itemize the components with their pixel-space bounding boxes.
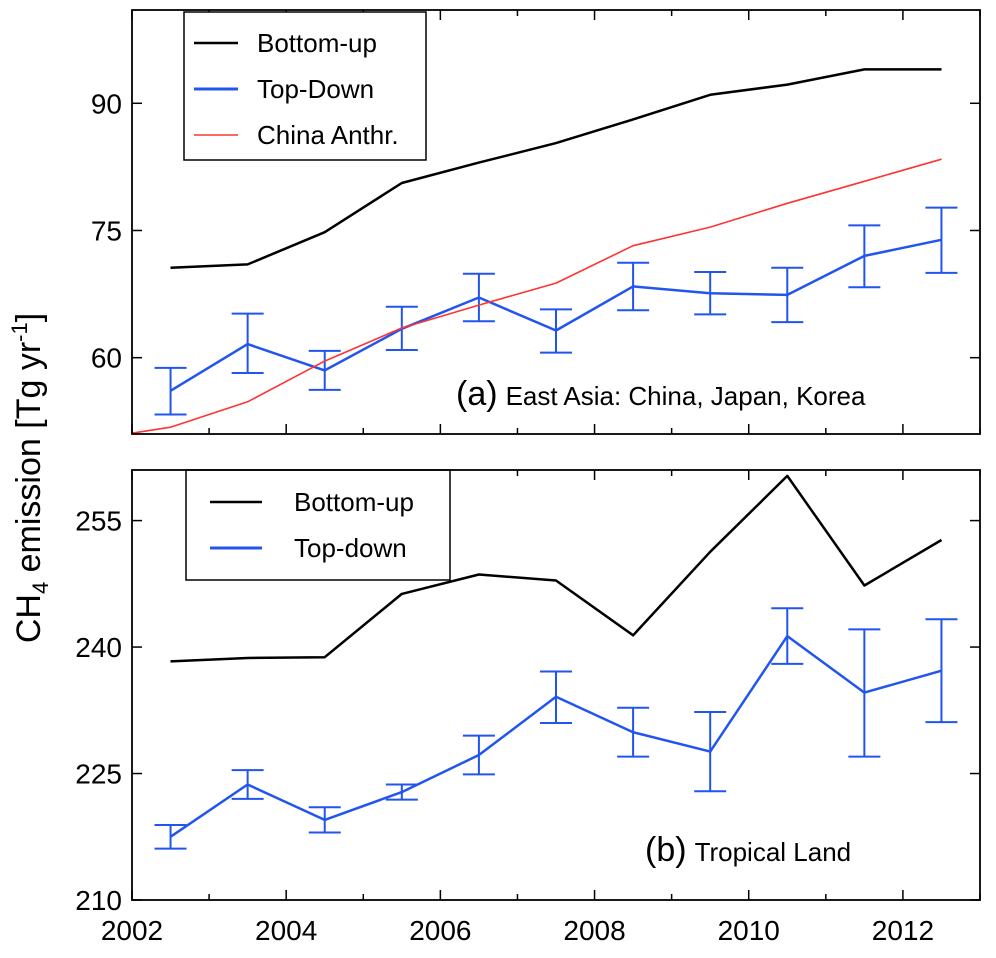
- ylabel-close: ]: [10, 313, 48, 322]
- panel-b-legend-label-bottom-up: Bottom-up: [294, 487, 414, 517]
- panel-b-series-top-down-error-bar: [617, 706, 650, 758]
- panel-a-legend-label-bottom-up: Bottom-up: [257, 28, 377, 58]
- panel-b-ytick-label: 240: [75, 632, 122, 663]
- panel-a-annotation: (a) East Asia: China, Japan, Korea: [456, 375, 866, 413]
- panel-b-series-top-down-error-bar: [231, 769, 264, 800]
- panel-b-ytick-label: 210: [75, 885, 122, 916]
- panel-b-frame: [131, 469, 981, 901]
- panel-a-ytick-label: 60: [91, 343, 122, 374]
- panel-a-series-top-down-error-bar: [617, 261, 650, 312]
- panel-b: 210 225 240 255 2002 2004 2006 2008 2010 2012 Bot…: [75, 469, 981, 946]
- panel-a-ytick-label: 75: [91, 215, 122, 246]
- panel-b-series-top-down-error-bar: [771, 607, 804, 665]
- panel-b-series-top-down-error-bar: [462, 734, 495, 776]
- panel-b-series-top-down-error-bar: [385, 783, 418, 801]
- panel-b-legend-label-top-down: Top-down: [294, 533, 407, 563]
- panel-a-series-top-down-error-bar: [771, 266, 804, 324]
- panel-b-xtick-label: 2006: [409, 915, 471, 946]
- panel-b-xtick-label: 2012: [872, 915, 934, 946]
- panel-b-series-top-down-line: [169, 634, 942, 838]
- ylabel-rest: emission [Tg yr: [10, 342, 48, 582]
- y-axis-label: CH4 emission [Tg yr-1]: [7, 313, 53, 643]
- panel-a-frame: [131, 9, 981, 435]
- panel-b-series-top-down-error-bar: [848, 628, 881, 758]
- panel-b-series-top-down-error-bar: [540, 670, 572, 724]
- panel-a-series-top-down-error-bar: [308, 349, 341, 391]
- panel-a-series-top-down-error-bar: [848, 224, 881, 289]
- panel-a-series-top-down-error-bar: [154, 366, 187, 416]
- panel-a-series-top-down-error-bar: [231, 312, 264, 374]
- panel-b-legend-box: [185, 469, 451, 581]
- panel-b-annotation: (b) Tropical Land: [645, 831, 851, 869]
- panel-a-legend: Bottom-up Top-Down China Anthr.: [183, 11, 427, 161]
- panel-b-annotation-letter: (b): [645, 831, 687, 869]
- panel-a-series-top-down-error-bar: [694, 271, 727, 316]
- panel-b-ytick-label: 255: [75, 506, 122, 537]
- panel-a-annotation-letter: (a): [456, 375, 498, 413]
- ylabel-main: CH: [10, 594, 48, 643]
- panel-a-annotation-text: East Asia: China, Japan, Korea: [506, 381, 866, 411]
- ylabel-sup: -1: [7, 322, 32, 342]
- panel-b-legend: Bottom-up Top-down: [185, 469, 451, 581]
- panel-a-series-bottom-up-line: [170, 68, 942, 270]
- panel-b-xtick-label: 2004: [255, 915, 317, 946]
- ylabel-sub: 4: [28, 582, 53, 594]
- panel-b-ytick-label: 225: [75, 759, 122, 790]
- panel-b-series-top-down-error-bar: [694, 710, 727, 793]
- panel-a-series-top-down-error-bar: [540, 308, 572, 354]
- panel-a-ytick-label: 90: [91, 88, 122, 119]
- panel-b-series-bottom-up-line: [170, 474, 943, 663]
- panel-b-series-top-down-error-bar: [925, 618, 958, 724]
- panel-b-marks: 210 225 240 255 2002 2004 2006 2008 2010 2012: [75, 470, 981, 946]
- panel-a-series-china-anthr-line: [131, 158, 942, 434]
- panel-b-series-top-down-error-bar: [308, 806, 341, 834]
- panel-a-legend-label-top-down: Top-Down: [257, 74, 374, 104]
- panel-b-xtick-label: 2010: [718, 915, 780, 946]
- panel-b-series-top-down-error-bar: [154, 823, 187, 850]
- panel-a-series-top-down-error-bar: [462, 272, 495, 323]
- panel-a: 60 75 90 Bottom-up Top-Down China Anthr. (…: [91, 9, 981, 435]
- panel-b-xtick-label: 2008: [563, 915, 625, 946]
- panel-a-series-top-down-error-bar: [925, 206, 958, 274]
- panel-b-xtick-label: 2002: [101, 915, 163, 946]
- panel-a-legend-label-china-anthr: China Anthr.: [257, 120, 399, 150]
- panel-b-annotation-text: Tropical Land: [695, 837, 852, 867]
